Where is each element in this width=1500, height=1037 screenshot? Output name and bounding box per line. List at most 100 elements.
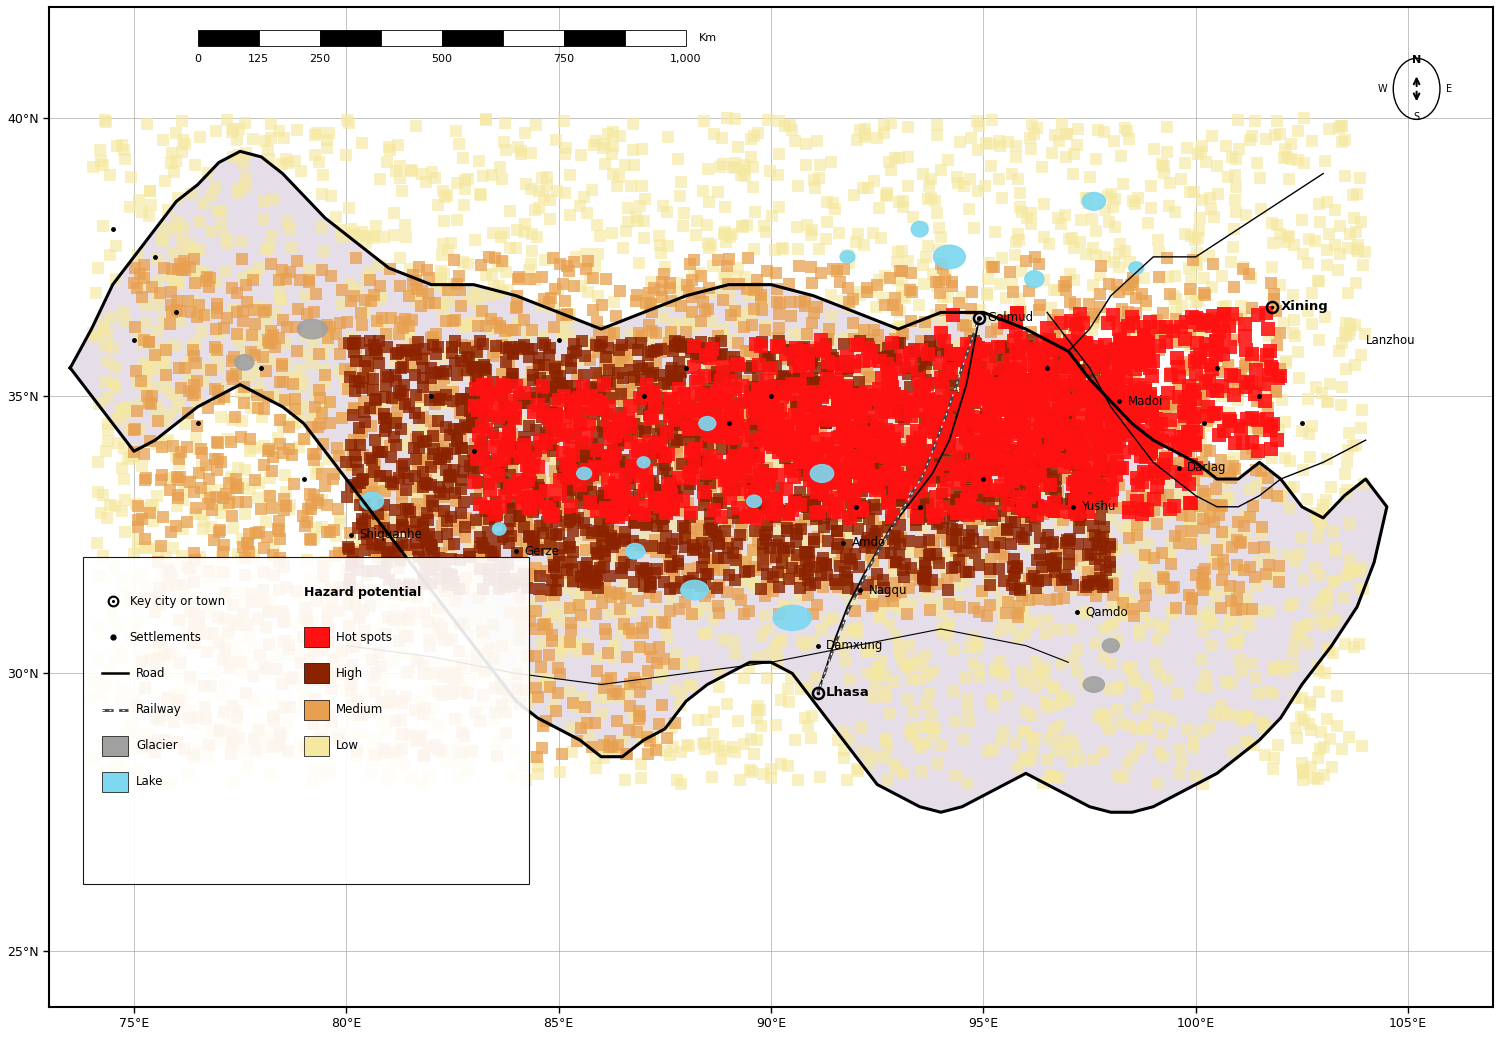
Point [606,508,630,525]
Point [670,400,694,417]
Point [711,291,735,308]
Point [1000,361,1024,377]
Point [870,410,894,426]
Point [344,447,368,464]
Point [792,382,816,398]
Point [576,388,600,404]
Point [1204,541,1228,558]
Point [135,735,159,752]
Point [1192,463,1216,479]
Point [1002,568,1026,585]
Point [1236,309,1260,326]
Point [944,339,968,356]
Point [538,340,562,357]
Point [558,166,582,183]
Point [460,608,484,624]
Point [723,482,747,499]
Point [849,405,873,422]
Point [442,355,466,371]
Point [898,719,922,735]
Point [660,324,684,340]
Point [450,724,474,740]
Point [904,516,928,533]
Point [1282,311,1306,328]
Point [776,399,800,416]
Point [630,756,654,773]
Point [746,393,770,410]
Point [930,377,954,394]
Point [843,387,867,403]
Point [368,644,392,661]
Point [900,401,924,418]
Point [940,521,964,537]
Point [996,443,1020,459]
Point [912,555,936,571]
Point [964,356,988,372]
Point [780,343,804,360]
Point [855,408,879,424]
Point [136,334,160,351]
Point [1088,578,1112,594]
Point [1146,269,1170,285]
Point [92,548,116,564]
Point [1162,528,1186,544]
Point [836,441,860,457]
Point [717,461,741,478]
Point [448,453,472,470]
Point [920,719,944,735]
Point [591,739,615,756]
Point [1014,385,1038,401]
Point [645,543,669,560]
Point [700,726,724,742]
Point [759,394,783,411]
Point [1172,362,1196,379]
Point [1344,242,1368,258]
Point [861,689,885,705]
Point [1220,306,1244,323]
Point [1173,442,1197,458]
Point [195,273,219,289]
Point [513,433,537,450]
Point [1140,399,1164,416]
Point [1137,388,1161,404]
Point [818,496,842,512]
Point [460,464,484,480]
Point [1274,141,1298,158]
Point [794,566,818,583]
Point [440,566,464,583]
Point [1005,305,1029,321]
Point [1268,361,1292,377]
Point [681,541,705,558]
Point [944,506,968,523]
Point [1161,396,1185,413]
Point [766,655,790,672]
Point [438,310,462,327]
Point [765,280,789,297]
Point [798,420,822,437]
Point [656,494,680,510]
Point [728,445,752,461]
Point [706,410,730,426]
Point [642,496,666,512]
Point [1070,212,1094,228]
Point [730,460,754,477]
Point [400,578,424,594]
Point [639,296,663,312]
Point [1222,279,1246,296]
Point [642,400,666,417]
Point [638,510,662,527]
Point [666,431,690,448]
Point [273,497,297,513]
Point [1104,564,1128,581]
Point [658,473,682,489]
Point [825,457,849,474]
Point [584,714,608,731]
Point [375,312,399,329]
Point [1034,571,1058,588]
Point [474,318,498,335]
Point [576,461,600,478]
Point [302,672,326,689]
Point [634,463,658,479]
Point [915,489,939,506]
Point [177,593,201,610]
